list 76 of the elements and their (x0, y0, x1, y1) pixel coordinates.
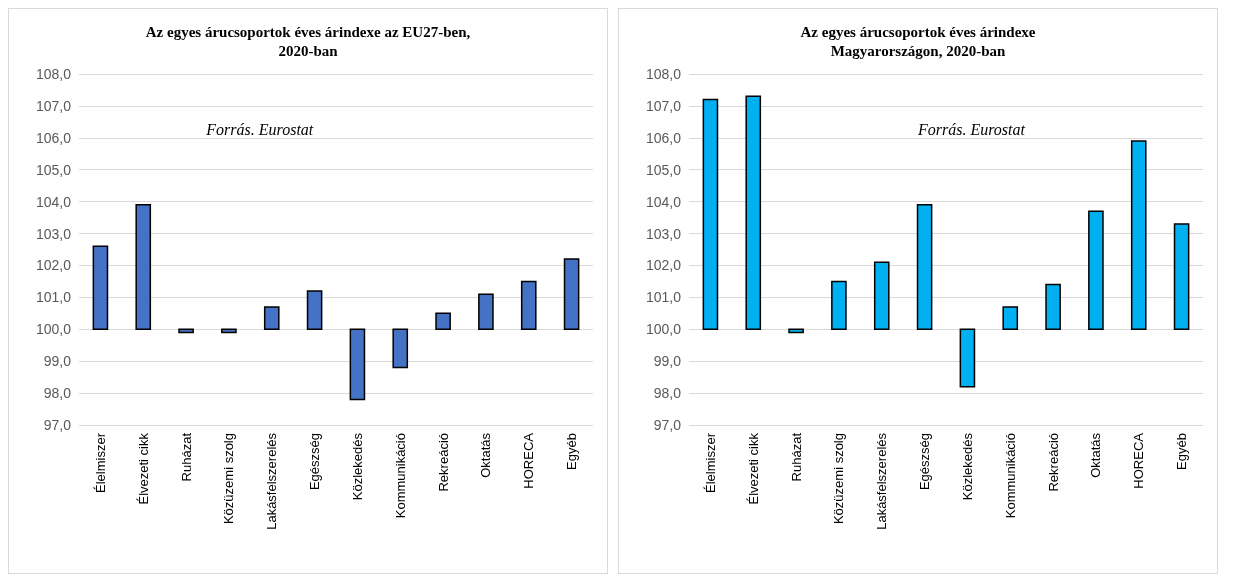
x-tick-label: Oktatás (478, 432, 494, 478)
y-tick-label: 107,0 (645, 97, 682, 114)
bar (959, 328, 976, 388)
x-tick-label: Rekreáció (1045, 433, 1061, 492)
x-tick-label: Egyéb (1174, 433, 1190, 470)
y-tick-label: 102,0 (35, 257, 72, 274)
bar (745, 95, 762, 331)
y-tick-label: 104,0 (645, 193, 682, 210)
x-tick-label: Egészség (307, 433, 323, 491)
x-tick-label: Lakásfelszerelés (874, 432, 890, 530)
bar (263, 306, 280, 331)
x-tick-label: HORECA (1131, 432, 1147, 489)
x-tick-label: Ruházat (788, 432, 804, 482)
x-tick-label: Egyéb (564, 433, 580, 470)
y-tick-label: 106,0 (35, 129, 72, 146)
y-tick-label: 99,0 (43, 353, 72, 370)
x-tick-label: Élvezeti cikk (135, 432, 151, 505)
annotation: Forrás. Eurostat (205, 121, 314, 139)
y-tick-label: 108,0 (35, 66, 72, 82)
x-tick-label: Ruházat (178, 432, 194, 482)
y-tick-label: 103,0 (645, 225, 682, 242)
y-tick-label: 102,0 (645, 257, 682, 274)
bar (702, 98, 719, 331)
y-tick-label: 108,0 (645, 66, 682, 82)
bar (392, 328, 409, 369)
y-tick-label: 101,0 (35, 289, 72, 306)
x-tick-label: Közlekedés (959, 432, 975, 501)
y-tick-label: 103,0 (35, 225, 72, 242)
y-tick-label: 98,0 (43, 385, 72, 402)
y-tick-label: 97,0 (653, 417, 682, 433)
x-tick-label: Kommunikáció (1002, 433, 1018, 519)
bar (306, 290, 323, 331)
bar (1130, 140, 1147, 331)
bar (1002, 306, 1019, 331)
y-tick-label: 107,0 (35, 97, 72, 114)
y-tick-label: 105,0 (645, 161, 682, 178)
bar (916, 204, 933, 331)
chart-title: Az egyes árucsoportok éves árindexe Magyarországon, 2020-ban (800, 23, 1036, 59)
y-tick-label: 99,0 (653, 353, 682, 370)
chart-title: Az egyes árucsoportok éves árindexe az EU27-ben, 2020-ban (145, 23, 471, 59)
y-tick-label: 105,0 (35, 161, 72, 178)
bar (520, 280, 537, 331)
bar (873, 261, 890, 331)
y-tick-label: 101,0 (645, 289, 682, 306)
x-tick-label: Egészség (917, 433, 933, 491)
annotation: Forrás. Eurostat (917, 121, 1026, 139)
y-tick-label: 97,0 (43, 417, 72, 433)
bar (1088, 210, 1104, 331)
bar (135, 204, 152, 331)
x-tick-label: Közlekedés (349, 432, 365, 501)
y-tick-label: 100,0 (645, 321, 682, 338)
x-tick-label: Élelmiszer (92, 432, 108, 493)
x-tick-label: HORECA (521, 432, 537, 489)
y-tick-label: 106,0 (645, 129, 682, 146)
x-tick-label: Közüzemi szolg (221, 433, 237, 525)
bar (563, 258, 580, 331)
bar (478, 293, 494, 331)
x-tick-label: Közüzemi szolg (831, 433, 847, 525)
x-tick-label: Oktatás (1088, 432, 1104, 478)
bar (349, 328, 366, 401)
y-tick-label: 100,0 (35, 321, 72, 338)
x-tick-label: Élvezeti cikk (745, 432, 761, 505)
y-tick-label: 98,0 (653, 385, 682, 402)
bar (831, 280, 847, 331)
bar (92, 245, 109, 331)
y-tick-label: 104,0 (35, 193, 72, 210)
bar (1173, 223, 1190, 331)
x-tick-label: Élelmiszer (702, 432, 718, 493)
x-tick-label: Kommunikáció (392, 433, 408, 519)
x-tick-label: Lakásfelszerelés (264, 432, 280, 530)
bar (435, 312, 451, 331)
bar (221, 328, 237, 334)
bar (1045, 283, 1061, 331)
x-tick-label: Rekreáció (435, 433, 451, 492)
bar (788, 328, 804, 334)
bar (178, 328, 194, 334)
